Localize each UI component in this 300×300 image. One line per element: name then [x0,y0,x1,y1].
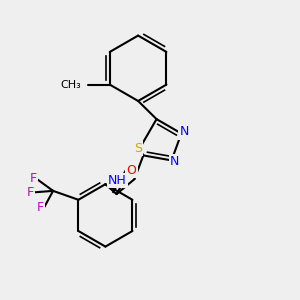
Text: F: F [37,201,44,214]
Text: N: N [170,155,179,168]
Text: NH: NH [108,174,127,187]
Text: CH₃: CH₃ [61,80,82,90]
Text: S: S [134,142,142,155]
Text: F: F [27,186,34,199]
Text: N: N [180,125,189,139]
Text: F: F [30,172,37,185]
Text: O: O [127,164,136,177]
